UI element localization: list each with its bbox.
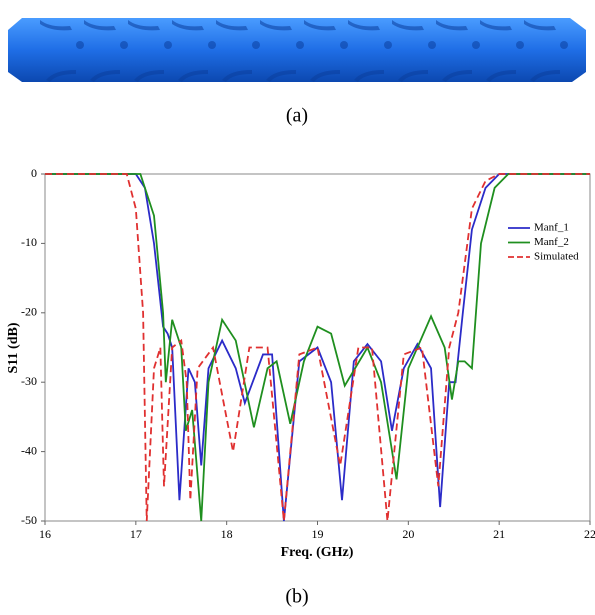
y-axis-title: S11 (dB) — [6, 322, 21, 373]
post — [252, 41, 260, 49]
x-tick-label: 16 — [39, 527, 51, 541]
post — [472, 41, 480, 49]
y-tick-label: -10 — [21, 235, 37, 249]
y-tick-label: -40 — [21, 443, 37, 457]
post — [516, 41, 524, 49]
post — [340, 41, 348, 49]
waveguide-render — [8, 18, 586, 82]
panel-label: (a) — [286, 105, 308, 127]
y-tick-label: -50 — [21, 513, 37, 527]
x-tick-label: 20 — [402, 527, 414, 541]
panel-label: (b) — [285, 586, 308, 608]
x-tick-label: 17 — [130, 527, 142, 541]
post — [384, 41, 392, 49]
x-tick-label: 21 — [493, 527, 505, 541]
legend-label: Manf_1 — [534, 222, 569, 234]
x-tick-label: 19 — [312, 527, 324, 541]
x-tick-label: 22 — [584, 527, 595, 541]
figure: (a) (b) Freq. (GHz) S11 (dB) 16 17 18 19 20 2… — [0, 0, 595, 615]
y-tick-label: 0 — [31, 166, 37, 180]
post — [296, 41, 304, 49]
post — [208, 41, 216, 49]
legend-label: Manf_2 — [534, 236, 569, 248]
post — [120, 41, 128, 49]
post — [164, 41, 172, 49]
post — [560, 41, 568, 49]
x-axis-title: Freq. (GHz) — [281, 545, 354, 560]
series-line — [45, 174, 590, 521]
legend-label: Simulated — [534, 251, 579, 263]
post — [428, 41, 436, 49]
y-tick-label: -20 — [21, 305, 37, 319]
post — [76, 41, 84, 49]
y-tick-label: -30 — [21, 374, 37, 388]
x-tick-label: 18 — [221, 527, 233, 541]
